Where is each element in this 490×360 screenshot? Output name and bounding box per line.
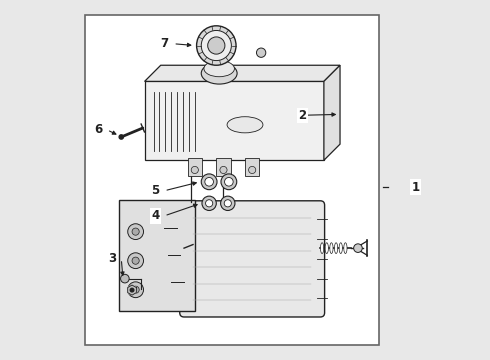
Circle shape [132, 286, 139, 293]
Bar [85, 15, 379, 345]
FancyBboxPatch shape [180, 201, 324, 317]
Circle shape [119, 135, 123, 139]
Text: 6: 6 [94, 123, 102, 136]
FancyBboxPatch shape [188, 158, 202, 176]
Ellipse shape [201, 63, 237, 84]
Ellipse shape [204, 60, 234, 77]
Circle shape [202, 196, 216, 211]
Ellipse shape [339, 243, 343, 253]
Ellipse shape [330, 243, 333, 253]
Polygon shape [128, 285, 136, 295]
Circle shape [196, 26, 236, 65]
Circle shape [256, 48, 266, 57]
Circle shape [121, 274, 129, 283]
Circle shape [191, 166, 198, 174]
Text: 1: 1 [411, 181, 419, 194]
Circle shape [248, 166, 256, 174]
Circle shape [205, 177, 214, 186]
Circle shape [132, 257, 139, 264]
Polygon shape [324, 65, 340, 160]
Text: 3: 3 [108, 252, 117, 265]
Circle shape [205, 200, 213, 207]
Text: 2: 2 [298, 109, 306, 122]
Circle shape [221, 174, 237, 190]
Circle shape [130, 288, 134, 292]
Ellipse shape [320, 243, 324, 253]
FancyBboxPatch shape [245, 158, 259, 176]
Circle shape [220, 196, 235, 211]
Ellipse shape [335, 243, 338, 253]
FancyBboxPatch shape [120, 200, 195, 311]
Circle shape [132, 228, 139, 235]
Text: 4: 4 [151, 210, 159, 222]
Circle shape [220, 166, 227, 174]
Ellipse shape [227, 117, 263, 133]
Circle shape [128, 282, 144, 298]
Text: 7: 7 [160, 37, 169, 50]
Circle shape [224, 177, 233, 186]
Circle shape [224, 200, 231, 207]
Circle shape [201, 31, 231, 60]
Polygon shape [145, 81, 324, 160]
Circle shape [201, 174, 217, 190]
Ellipse shape [344, 243, 347, 253]
Polygon shape [145, 65, 340, 81]
Circle shape [128, 253, 144, 269]
FancyBboxPatch shape [216, 158, 231, 176]
Ellipse shape [325, 243, 328, 253]
Text: 5: 5 [151, 184, 159, 197]
Circle shape [208, 37, 225, 54]
Circle shape [354, 244, 362, 252]
Circle shape [128, 224, 144, 239]
